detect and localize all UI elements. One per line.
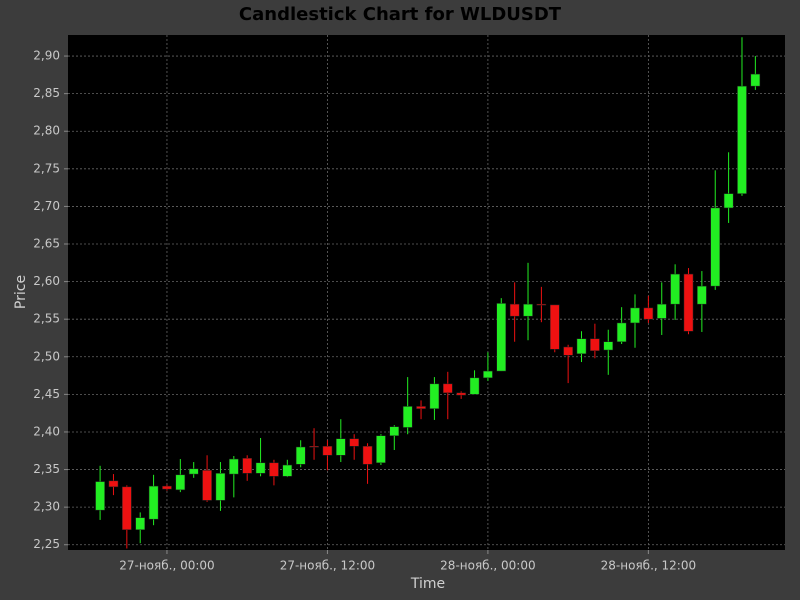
y-tick-label: 2,85 xyxy=(33,86,60,100)
candle-body xyxy=(563,346,573,356)
candle-body xyxy=(697,285,707,305)
candle-body xyxy=(309,445,319,448)
candle-body xyxy=(469,377,480,395)
candle-body xyxy=(188,468,199,475)
candle-body xyxy=(710,207,721,287)
y-tick-label: 2,50 xyxy=(33,349,60,363)
x-axis-label: Time xyxy=(410,576,445,592)
candle-body xyxy=(750,73,761,87)
y-tick-label: 2,60 xyxy=(33,274,60,288)
candle-body xyxy=(215,473,226,501)
candle-body xyxy=(442,383,453,394)
y-axis-label: Price xyxy=(13,275,29,309)
candle-body xyxy=(322,445,333,456)
chart-title: Candlestick Chart for WLDUSDT xyxy=(239,4,562,25)
y-tick-label: 2,70 xyxy=(33,199,60,213)
candle-body xyxy=(549,304,560,350)
y-tick-label: 2,65 xyxy=(33,237,60,251)
y-tick-label: 2,30 xyxy=(33,500,60,514)
candle-body xyxy=(603,341,614,351)
x-tick-label: 28-нояб., 00:00 xyxy=(440,559,535,573)
y-tick-label: 2,75 xyxy=(33,161,60,175)
candle-body xyxy=(282,464,293,477)
candle-body xyxy=(456,392,466,396)
candle-body xyxy=(723,193,734,209)
candle-body xyxy=(509,303,520,317)
y-tick-label: 2,55 xyxy=(33,312,60,326)
candle-body xyxy=(162,485,172,490)
candle-body xyxy=(135,517,146,530)
candle-body xyxy=(616,322,627,342)
candle-body xyxy=(402,406,413,428)
candle-body xyxy=(536,303,547,306)
x-tick-label: 28-нояб., 12:00 xyxy=(601,559,696,573)
candle-body xyxy=(362,445,373,465)
candle-body xyxy=(255,462,266,474)
y-tick-label: 2,90 xyxy=(33,49,60,63)
candle-body xyxy=(643,307,654,320)
candle-body xyxy=(737,85,747,194)
y-tick-label: 2,35 xyxy=(33,462,60,476)
y-tick-label: 2,40 xyxy=(33,424,60,438)
candle-body xyxy=(496,303,507,372)
candle-body xyxy=(523,303,533,317)
candle-body xyxy=(656,303,667,319)
candle-body xyxy=(202,470,212,501)
candle-body xyxy=(389,426,400,436)
candle-body xyxy=(429,383,440,409)
candle-body xyxy=(670,273,680,305)
candle-body xyxy=(295,446,306,465)
x-tick-label: 27-нояб., 00:00 xyxy=(119,559,214,573)
candle-body xyxy=(95,481,105,511)
candle-body xyxy=(148,485,159,520)
candle-body xyxy=(483,370,493,379)
candle-body xyxy=(229,458,239,475)
candle-body xyxy=(122,486,132,530)
candle-body xyxy=(683,273,694,332)
candle-body xyxy=(269,462,279,477)
y-tick-label: 2,80 xyxy=(33,124,60,138)
candle-body xyxy=(349,438,359,447)
candle-body xyxy=(336,438,346,456)
candle-body xyxy=(376,435,386,464)
candle-body xyxy=(416,406,426,409)
y-tick-label: 2,45 xyxy=(33,387,60,401)
candle-body xyxy=(590,338,600,352)
y-tick-label: 2,25 xyxy=(33,537,60,551)
candle-body xyxy=(242,458,252,474)
candle-body xyxy=(108,480,119,488)
x-tick-label: 27-нояб., 12:00 xyxy=(280,559,375,573)
candle-body xyxy=(175,474,186,491)
candle-body xyxy=(630,307,640,324)
plot-area xyxy=(68,35,785,550)
candle-body xyxy=(576,338,587,355)
